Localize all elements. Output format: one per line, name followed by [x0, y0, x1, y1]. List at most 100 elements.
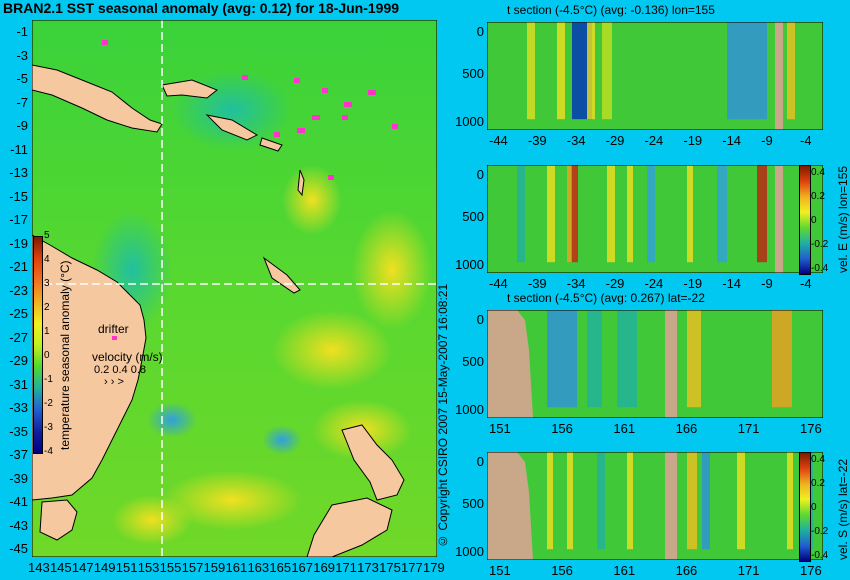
map-title: BRAN2.1 SST seasonal anomaly (avg: 0.12)…	[3, 0, 400, 16]
map-lon-ticks: 143 145 147 149 151 153 155 157 159 161 163 165 167 1…	[28, 560, 445, 578]
section-x-tick-label: -24	[644, 276, 664, 291]
colorbar-tick-label: -3	[44, 422, 53, 433]
lon-tick-label: 145	[49, 560, 72, 575]
section-x-tick-label: -44	[489, 133, 508, 148]
velocity-colorbar-tick: 0	[811, 215, 817, 226]
new-zealand-south	[306, 497, 393, 558]
section-x-tick-label: 176	[800, 563, 822, 578]
velocity-side-label: vel. S (m/s) lat=-22	[836, 458, 850, 560]
lat-tick-label: -29	[9, 353, 28, 368]
lat-tick-label: -13	[9, 165, 28, 180]
velocity-colorbar-tick: -0.4	[811, 550, 829, 561]
section-heatmap	[487, 22, 823, 130]
lat-tick-label: -5	[16, 71, 28, 86]
velocity-label: velocity (m/s)	[92, 350, 163, 364]
new-zealand-north	[341, 424, 405, 501]
section-x-tick-label: -24	[644, 133, 664, 148]
colorbar-tick-label: -4	[44, 446, 53, 457]
colorbar-tick-label: 1	[44, 326, 50, 337]
velocity-colorbar-tick: -0.2	[811, 239, 829, 250]
depth-tick-label: 1000	[455, 544, 484, 559]
lat-tick-label: -37	[9, 447, 28, 462]
lon-tick-label: 161	[225, 560, 248, 575]
lon-tick-label: 153	[137, 560, 160, 575]
lon-tick-label: 179	[423, 560, 445, 575]
lon-tick-label: 165	[269, 560, 292, 575]
lon-tick-label: 151	[115, 560, 138, 575]
land-mask	[775, 165, 783, 273]
colorbar-tick-label: 4	[44, 254, 50, 265]
velocity-colorbar-tick: 0.4	[811, 454, 825, 465]
velocity-scale: 0.2 0.4 0.8	[94, 364, 146, 376]
velocity-arrows-icon: › › >	[104, 376, 124, 388]
section-x-tick-label: -9	[761, 133, 773, 148]
section-title: t section (-4.5°C) (avg: 0.267) lat=-22	[507, 291, 705, 305]
land-mask	[487, 310, 533, 418]
velocity-colorbar-tick: 0.2	[811, 191, 825, 202]
depth-tick-label: 500	[462, 209, 484, 224]
depth-tick-label: 0	[476, 312, 484, 327]
section-x-tick-label: -39	[527, 276, 547, 291]
depth-tick-label: 1000	[455, 402, 484, 417]
drifters	[102, 40, 398, 340]
section-x-tick-label: 171	[737, 563, 760, 578]
lat-tick-label: -43	[9, 517, 28, 533]
map-panel[interactable]: drifter velocity (m/s) 0.2 0.4 0.8 › › >	[31, 19, 438, 558]
colorbar-tick-label: 5	[44, 230, 50, 241]
land-mask	[487, 452, 533, 560]
section-x-tick-label: -4	[800, 276, 812, 291]
depth-tick-label: 500	[462, 66, 484, 81]
section-x-tick-label: -29	[605, 276, 625, 291]
map-colorbar	[33, 236, 43, 454]
lon-tick-label: 159	[203, 560, 226, 575]
lat-tick-label: -1	[16, 24, 28, 39]
section-x-tick-label: 166	[675, 563, 698, 578]
section-x-tick-label: -44	[489, 276, 508, 291]
tasmania-land	[39, 499, 78, 541]
section-heatmap	[487, 165, 823, 273]
section-x-tick-label: 156	[551, 421, 573, 436]
depth-tick-label: 1000	[455, 257, 484, 272]
section-title: t section (-4.5°C) (avg: -0.136) lon=155	[507, 3, 715, 17]
section-x-tick-label: -14	[722, 133, 742, 148]
velocity-colorbar	[799, 165, 811, 275]
section-heatmap	[487, 310, 823, 418]
land-mask	[665, 310, 677, 418]
lat-tick-label: -35	[9, 423, 28, 439]
section-x-tick-label: 176	[800, 421, 822, 436]
section-x-tick-label: -39	[527, 133, 547, 148]
map-lat-ticks: -1 -3 -5 -7 -9 -11 -13 -15 -17 -19 -21 -23 -25 -27 -29…	[0, 20, 30, 557]
section-x-tick-label: 156	[551, 563, 573, 578]
land-masses	[31, 64, 405, 558]
section-x-tick-label: -34	[566, 133, 586, 148]
solomon-land-2	[259, 137, 283, 152]
lon-tick-label: 143	[28, 560, 50, 575]
section-x-tick-label: -19	[683, 133, 703, 148]
section-x-tick-label: 161	[613, 563, 636, 578]
section-x-tick-label: 151	[489, 421, 511, 436]
depth-tick-label: 500	[462, 496, 484, 511]
vanuatu-land	[297, 169, 305, 197]
lat-tick-label: -7	[16, 94, 28, 110]
lat-tick-label: -33	[9, 400, 28, 415]
colorbar-tick-label: 0	[44, 350, 50, 361]
lat-tick-label: -41	[9, 494, 28, 509]
lon-tick-label: 167	[291, 560, 314, 575]
lon-tick-label: 149	[93, 560, 116, 575]
sst-map	[31, 19, 438, 558]
lat-tick-label: -11	[10, 141, 28, 157]
land-mask	[665, 452, 677, 560]
colorbar-tick-label: 2	[44, 302, 50, 313]
section-x-tick-label: -14	[722, 276, 742, 291]
lon-tick-label: 157	[181, 560, 204, 575]
lat-tick-label: -25	[9, 306, 28, 321]
lat-tick-label: -19	[9, 235, 28, 251]
depth-tick-label: 0	[476, 454, 484, 469]
lat-tick-label: -27	[9, 329, 28, 345]
png-land	[31, 64, 163, 133]
lon-tick-label: 169	[313, 560, 335, 575]
lat-tick-label: -17	[9, 212, 28, 227]
lon-tick-label: 147	[71, 560, 94, 575]
lon-tick-label: 177	[401, 560, 423, 575]
lon-tick-label: 155	[159, 560, 182, 575]
